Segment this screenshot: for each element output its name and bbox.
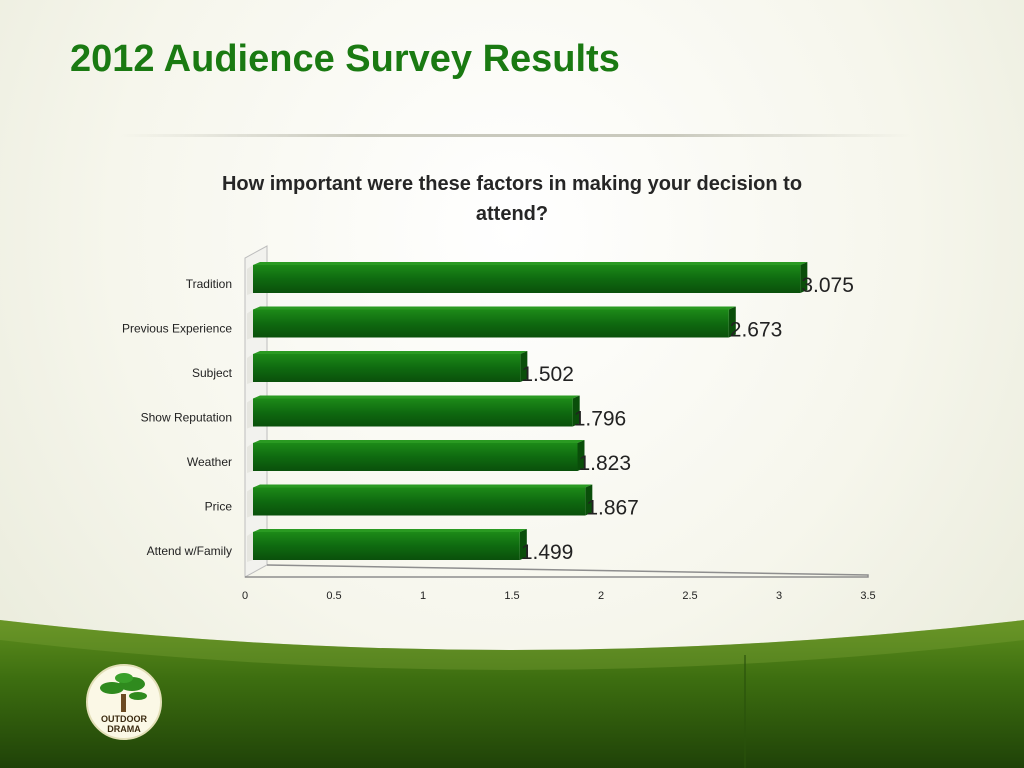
data-label: 1.499 — [521, 541, 574, 564]
logo-text-line-2: DRAMA — [107, 724, 141, 734]
chart-title-line-1: How important were these factors in maki… — [222, 173, 802, 195]
category-label: Tradition — [186, 277, 232, 291]
data-label: 1.796 — [574, 408, 627, 431]
category-label: Subject — [192, 366, 233, 380]
bonsai-tree-icon: OUTDOOR DRAMA — [100, 673, 147, 734]
bar-subject — [247, 351, 528, 384]
x-tick-label: 3.5 — [860, 590, 875, 602]
outdoor-drama-logo: OUTDOOR DRAMA — [86, 664, 162, 740]
category-label: Previous Experience — [122, 322, 232, 336]
bar-attend-w-family — [247, 529, 527, 562]
bar-chart: How important were these factors in maki… — [122, 173, 876, 602]
footer-band — [0, 620, 1024, 768]
x-tick-label: 1.5 — [504, 590, 519, 602]
data-label: 1.867 — [586, 497, 639, 520]
title-divider — [120, 134, 910, 137]
x-tick-label: 2 — [598, 590, 604, 602]
x-tick-labels: 0 0.5 1 1.5 2 2.5 3 3.5 — [242, 590, 876, 602]
x-tick-label: 0 — [242, 590, 248, 602]
data-label: 3.075 — [801, 274, 854, 297]
logo-text-line-1: OUTDOOR — [101, 714, 147, 724]
category-label: Show Reputation — [141, 411, 232, 425]
category-label: Price — [205, 500, 233, 514]
x-tick-label: 2.5 — [682, 590, 697, 602]
bar-price — [247, 484, 593, 518]
slide-title: 2012 Audience Survey Results — [70, 38, 620, 80]
chart-bars — [247, 262, 808, 562]
x-tick-label: 0.5 — [326, 590, 341, 602]
bar-show-reputation — [247, 395, 580, 429]
x-tick-label: 3 — [776, 590, 782, 602]
data-label: 1.823 — [578, 452, 631, 475]
category-labels: Tradition Previous Experience Subject Show … — [122, 277, 233, 558]
bar-weather — [247, 440, 585, 473]
data-label: 1.502 — [521, 363, 574, 386]
bar-tradition — [247, 262, 808, 295]
chart-title-line-2: attend? — [476, 203, 548, 225]
data-label: 2.673 — [730, 319, 783, 342]
bar-previous-experience — [247, 306, 736, 340]
category-label: Attend w/Family — [147, 544, 232, 558]
category-label: Weather — [187, 455, 232, 469]
x-axis-line — [245, 564, 869, 578]
x-tick-label: 1 — [420, 590, 426, 602]
